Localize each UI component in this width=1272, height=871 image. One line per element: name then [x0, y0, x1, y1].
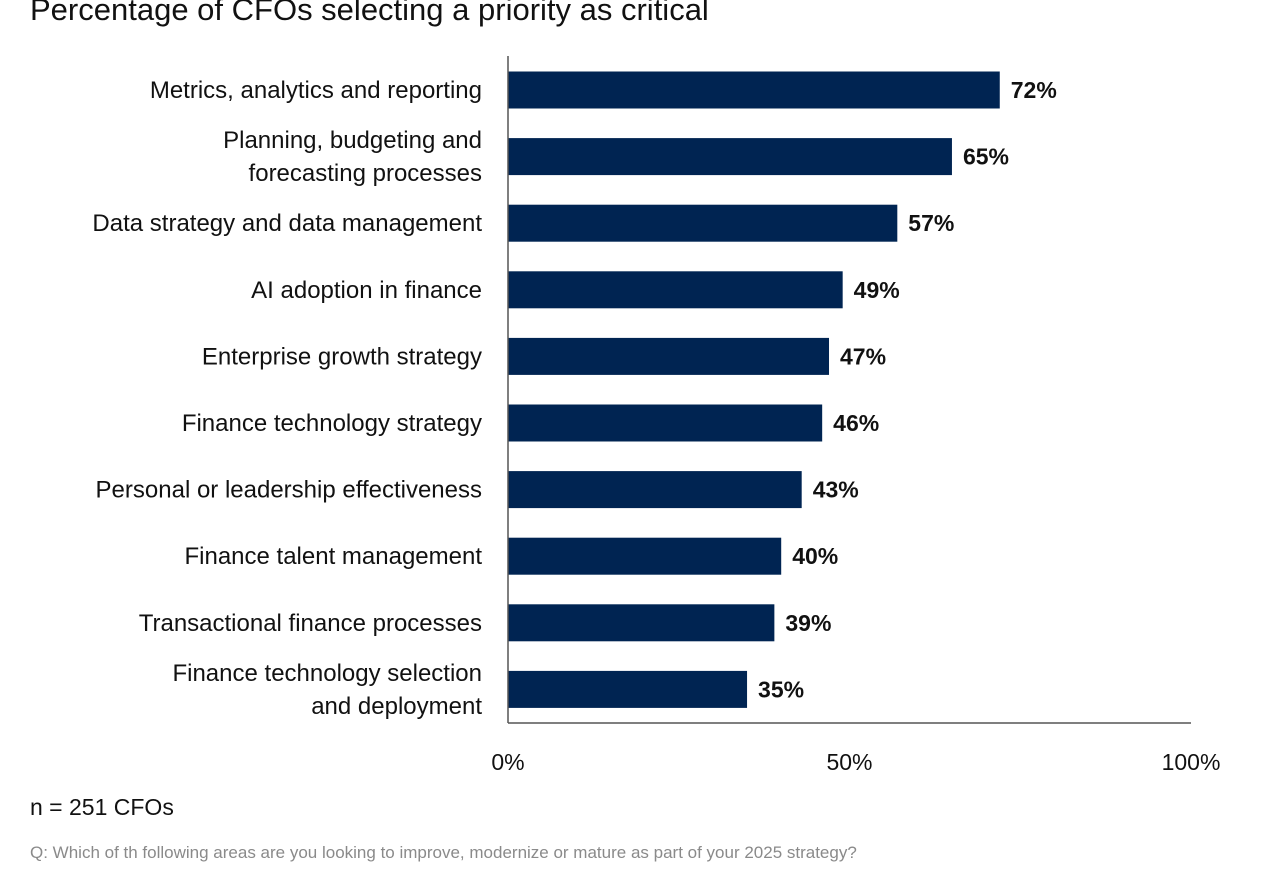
bar-3 [508, 204, 898, 242]
category-label-8: Finance talent management [184, 543, 482, 570]
chart-title: Percentage of CFOs selecting a priority … [30, 0, 709, 27]
value-label-10: 35% [758, 676, 804, 702]
bar-9 [508, 604, 775, 642]
category-label-6: Finance technology strategy [182, 410, 482, 437]
category-label-7: Personal or leadership effectiveness [96, 477, 482, 504]
value-label-3: 57% [908, 210, 954, 236]
category-label-1: Metrics, analytics and reporting [150, 77, 482, 104]
value-label-8: 40% [792, 543, 838, 569]
category-label-10: Finance technology selection and deployme… [172, 660, 482, 720]
x-tick-label-1: 0% [491, 749, 524, 775]
value-label-4: 49% [854, 277, 900, 303]
survey-question-note: Q: Which of th following areas are you l… [30, 843, 857, 862]
value-label-7: 43% [813, 477, 859, 503]
category-label-3: Data strategy and data management [92, 210, 482, 237]
value-label-5: 47% [840, 343, 886, 369]
value-label-9: 39% [785, 610, 831, 636]
bar-10 [508, 670, 748, 708]
value-label-6: 46% [833, 410, 879, 436]
category-label-5: Enterprise growth strategy [202, 343, 482, 370]
bar-1 [508, 71, 1000, 109]
bar-5 [508, 337, 830, 375]
bar-8 [508, 537, 782, 575]
labels-layer: 72% Metrics, analytics and reporting 65% Pl… [92, 77, 1220, 775]
bar-7 [508, 471, 802, 509]
category-label-9: Transactional finance processes [139, 610, 482, 637]
sample-size-note: n = 251 CFOs [30, 794, 174, 820]
x-tick-label-3: 100% [1162, 749, 1221, 775]
bar-2 [508, 138, 952, 176]
category-label-2: Planning, budgeting and forecasting proce… [223, 127, 482, 187]
value-label-1: 72% [1011, 77, 1057, 103]
value-label-2: 65% [963, 144, 1009, 170]
bars-layer [508, 71, 1000, 708]
x-tick-label-2: 50% [826, 749, 872, 775]
bar-4 [508, 271, 843, 309]
category-label-4: AI adoption in finance [251, 277, 482, 304]
bar-6 [508, 404, 823, 442]
